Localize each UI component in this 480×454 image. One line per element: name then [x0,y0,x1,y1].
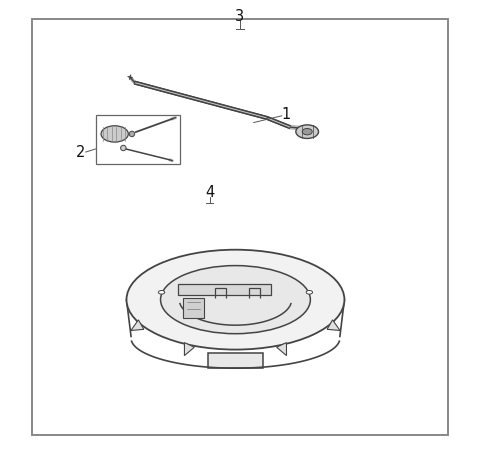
Ellipse shape [127,250,345,350]
Ellipse shape [302,128,312,135]
Polygon shape [267,117,290,128]
Polygon shape [184,343,194,355]
Ellipse shape [129,131,135,137]
Text: 3: 3 [235,9,245,25]
Ellipse shape [158,291,165,294]
Text: 1: 1 [282,107,291,122]
Ellipse shape [101,126,128,142]
Ellipse shape [296,125,319,138]
Ellipse shape [306,291,312,294]
Circle shape [120,145,126,151]
FancyBboxPatch shape [178,284,271,295]
Text: 2: 2 [75,144,85,160]
Text: 4: 4 [205,185,214,201]
FancyBboxPatch shape [208,353,263,368]
Polygon shape [276,343,287,355]
Polygon shape [134,81,267,119]
Polygon shape [327,320,340,331]
Polygon shape [131,320,144,331]
Ellipse shape [160,266,311,334]
FancyBboxPatch shape [182,298,204,318]
